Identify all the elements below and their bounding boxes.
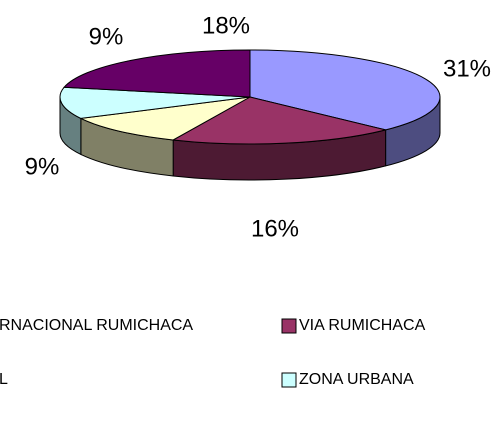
- pie-slice: [59, 86, 251, 119]
- legend-label: L: [0, 371, 8, 388]
- legend-label: VIA RUMICHACA: [299, 317, 426, 334]
- legend-label: RNACIONAL RUMICHACA: [0, 317, 193, 334]
- pie-slice: [79, 96, 251, 141]
- slice-label: 9%: [89, 23, 124, 50]
- pie-slice: [63, 49, 251, 98]
- legend-label: ZONA URBANA: [299, 371, 414, 388]
- slice-label: 16%: [251, 215, 299, 242]
- legend-swatch: [281, 318, 297, 334]
- slice-label: 18%: [202, 12, 250, 39]
- slice-label: 9%: [25, 153, 60, 180]
- slice-label: 31%: [443, 55, 491, 82]
- pie-slice: [249, 49, 441, 131]
- pie-slice: [171, 96, 386, 145]
- legend-swatch: [281, 372, 297, 388]
